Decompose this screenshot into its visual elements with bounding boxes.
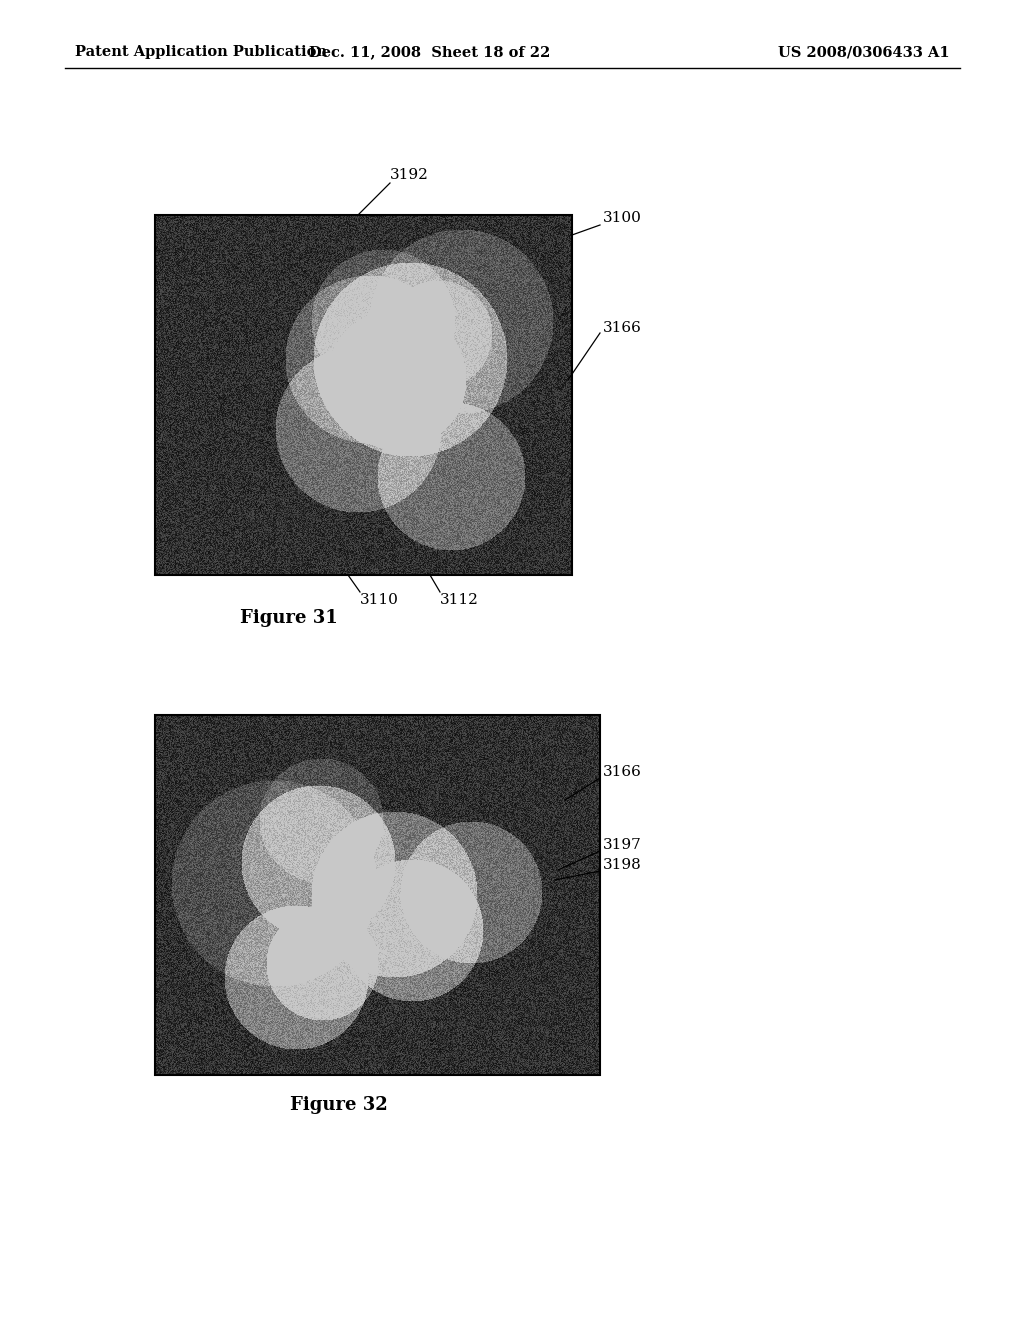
Bar	[155, 715, 600, 1074]
Text: US 2008/0306433 A1: US 2008/0306433 A1	[778, 45, 950, 59]
Text: 3112: 3112	[440, 593, 479, 607]
Text: 3166: 3166	[603, 766, 642, 779]
Text: 3192: 3192	[390, 168, 429, 182]
Text: Figure 31: Figure 31	[240, 609, 338, 627]
Text: 3197: 3197	[603, 838, 642, 851]
Text: 3166: 3166	[603, 321, 642, 335]
Text: 3100: 3100	[603, 211, 642, 224]
Text: Patent Application Publication: Patent Application Publication	[75, 45, 327, 59]
Text: 3110: 3110	[360, 593, 399, 607]
Text: 3198: 3198	[603, 858, 642, 873]
Bar	[155, 215, 572, 576]
Text: Figure 32: Figure 32	[290, 1096, 388, 1114]
Text: Dec. 11, 2008  Sheet 18 of 22: Dec. 11, 2008 Sheet 18 of 22	[309, 45, 551, 59]
